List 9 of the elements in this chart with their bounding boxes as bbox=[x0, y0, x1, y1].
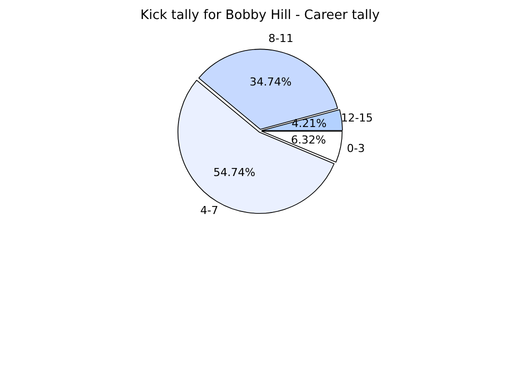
data-label: 4.21% bbox=[292, 117, 327, 130]
slice-label: 12-15 bbox=[340, 111, 373, 124]
data-label: 6.32% bbox=[291, 133, 326, 146]
data-label: 34.74% bbox=[250, 75, 292, 88]
data-label: 54.74% bbox=[213, 166, 256, 179]
slice-label: 4-7 bbox=[200, 204, 218, 217]
slice-label: 8-11 bbox=[268, 32, 294, 46]
slice-label: 0-3 bbox=[346, 142, 365, 156]
chart-title: Kick tally for Bobby Hill - Career tally bbox=[140, 8, 380, 24]
